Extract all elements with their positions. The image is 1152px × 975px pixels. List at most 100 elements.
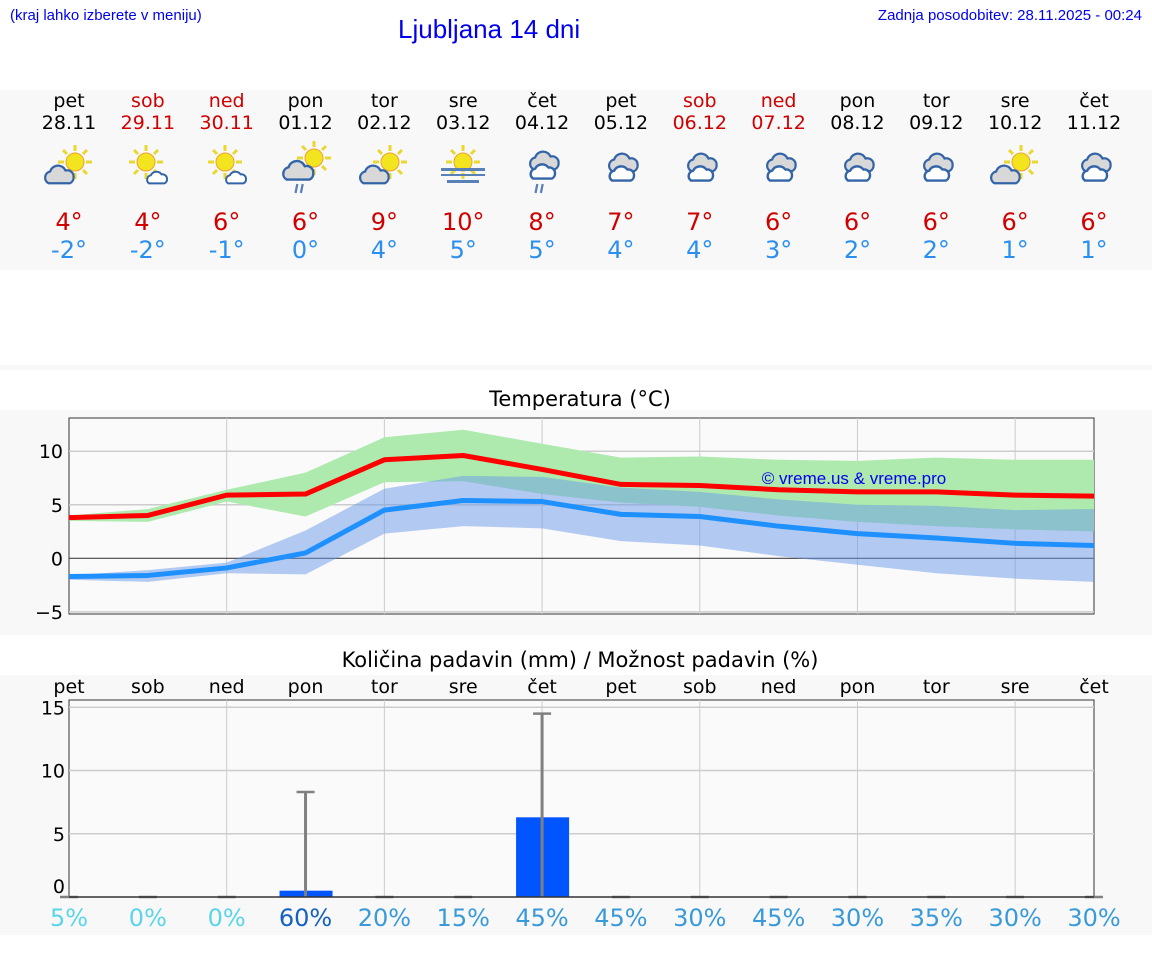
day-date: 01.12 (278, 112, 333, 134)
precipitation-probability: 45% (751, 904, 806, 932)
precipitation-day-label: pet (53, 676, 85, 698)
day-date: 04.12 (514, 112, 570, 134)
max-temp: 6° (1001, 208, 1029, 236)
max-temp: 6° (843, 208, 872, 236)
day-name: sob (682, 90, 717, 112)
max-temp: 8° (528, 208, 556, 236)
precipitation-probability: 30% (830, 904, 885, 932)
sun-fog-icon (441, 143, 486, 183)
min-temp: 3° (764, 236, 793, 264)
precipitation-probability: 20% (357, 904, 412, 932)
cloudy-icon (607, 152, 639, 182)
max-temp: 6° (291, 208, 320, 236)
precipitation-day-label: pon (839, 676, 876, 698)
precipitation-probability: 45% (515, 904, 569, 932)
day-column: pet 05.12 7° 4° (581, 90, 661, 264)
day-name: sre (448, 90, 478, 112)
partly-cloudy-icon (44, 143, 94, 185)
max-temp: 9° (370, 208, 399, 236)
precipitation-chart: 0 5 10 15 (41, 697, 1103, 899)
precipitation-day-label: čet (527, 676, 557, 698)
day-date: 07.12 (751, 112, 806, 134)
max-temp: 7° (607, 208, 635, 236)
day-date: 30.11 (199, 112, 254, 134)
day-date: 28.11 (41, 112, 97, 134)
day-column: pet 28.11 4° -2° (29, 90, 109, 264)
y-tick-label: 15 (41, 697, 65, 719)
y-tick-label: 10 (41, 761, 65, 783)
precipitation-day-label: tor (922, 676, 950, 698)
min-temp: 5° (528, 236, 556, 264)
precipitation-probability: 0% (128, 904, 167, 932)
plot-area (68, 699, 1095, 898)
min-temp: -2° (51, 236, 87, 264)
min-temp: 4° (607, 236, 635, 264)
min-temp-band (69, 475, 1094, 582)
min-temp: -2° (129, 236, 166, 264)
max-temp: 6° (1080, 208, 1108, 236)
day-column: tor 02.12 9° 4° (344, 90, 424, 264)
precipitation-probability: 60% (278, 904, 333, 932)
day-name: sob (131, 90, 165, 112)
day-date: 11.12 (1066, 112, 1122, 134)
day-name: pon (287, 90, 324, 112)
day-column: pon 08.12 6° 2° (817, 90, 897, 264)
y-tick-label: 10 (39, 441, 63, 463)
temperature-chart: −5 0 5 10 © vreme.us & vreme.pro (35, 417, 1095, 624)
temperature-chart-title: Temperatura (°C) (489, 387, 671, 411)
day-name: pet (53, 90, 85, 112)
cloudy-icon (923, 152, 955, 182)
precipitation-day-label: tor (370, 676, 398, 698)
max-temp: 4° (134, 208, 162, 236)
divider (0, 365, 1152, 370)
page-title: Ljubljana 14 dni (398, 14, 581, 44)
cloudy-icon (1081, 152, 1112, 182)
precipitation-day-label: sre (1000, 676, 1030, 698)
partly-cloudy-icon (359, 143, 409, 185)
day-date: 03.12 (436, 112, 491, 134)
precipitation-day-label: sob (682, 676, 717, 698)
precipitation-chart-title: Količina padavin (mm) / Možnost padavin … (341, 648, 819, 672)
precipitation-probability: 35% (909, 904, 963, 932)
day-name: pet (605, 90, 637, 112)
day-date: 08.12 (830, 112, 885, 134)
max-temp: 10° (441, 208, 485, 236)
precipitation-day-label: sre (448, 676, 478, 698)
max-temp: 6° (922, 208, 950, 236)
watermark: © vreme.us & vreme.pro (762, 469, 946, 488)
max-temp: 6° (213, 208, 241, 236)
precipitation-probability: 45% (594, 904, 648, 932)
min-temp: 2° (843, 236, 872, 264)
day-name: tor (922, 90, 950, 112)
sunny-small-cloud-icon (127, 143, 168, 185)
day-name: pon (839, 90, 876, 112)
precipitation-probability: 15% (436, 904, 490, 932)
sunny-small-cloud-icon (206, 143, 247, 185)
min-temp: 5° (449, 236, 477, 264)
min-temp: 0° (291, 236, 320, 264)
precipitation-day-label: čet (1079, 676, 1109, 698)
day-name: čet (527, 90, 557, 112)
precipitation-day-label: pet (605, 676, 637, 698)
day-column: sre 03.12 10° 5° (423, 90, 503, 264)
precipitation-probability: 0% (207, 904, 246, 932)
min-temp: 4° (370, 236, 399, 264)
day-date: 29.11 (120, 112, 176, 134)
day-column: čet 11.12 6° 1° (1054, 90, 1134, 264)
cloudy-icon (686, 152, 718, 182)
precipitation-probability: 30% (1067, 904, 1121, 932)
day-column: ned 07.12 6° 3° (739, 90, 819, 264)
precipitation-day-label: ned (208, 676, 245, 698)
y-tick-label: 0 (53, 876, 65, 898)
precipitation-probability: 30% (988, 904, 1042, 932)
day-name: ned (208, 90, 245, 112)
day-date: 06.12 (672, 112, 727, 134)
max-temp-line (68, 452, 1095, 521)
day-date: 09.12 (909, 112, 964, 134)
day-column: sob 06.12 7° 4° (660, 90, 740, 264)
max-temp: 6° (764, 208, 793, 236)
max-temp: 4° (55, 208, 83, 236)
day-date: 02.12 (357, 112, 412, 134)
day-column: sob 29.11 4° -2° (108, 90, 188, 264)
cloudy-icon (765, 152, 797, 182)
